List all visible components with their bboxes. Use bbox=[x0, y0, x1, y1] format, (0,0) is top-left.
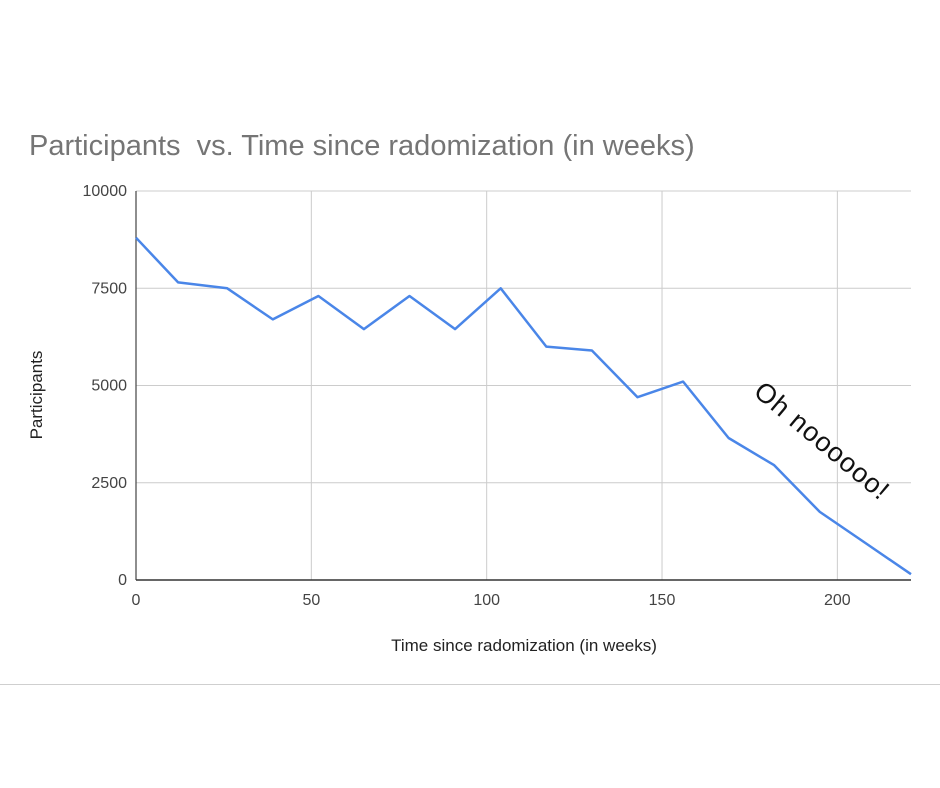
gridlines bbox=[136, 190, 911, 580]
x-tick-labels: 0 50 100 150 200 bbox=[132, 592, 851, 609]
divider bbox=[0, 684, 940, 685]
axes bbox=[135, 191, 911, 581]
x-tick-label: 0 bbox=[132, 592, 141, 609]
annotation-oh-no: Oh noooooo! bbox=[748, 376, 895, 506]
series-layer bbox=[135, 236, 912, 576]
series-line bbox=[135, 236, 912, 576]
y-axis-label: Participants bbox=[27, 351, 46, 440]
x-tick-label: 200 bbox=[824, 592, 851, 609]
y-tick-label: 7500 bbox=[91, 280, 127, 297]
y-tick-label: 10000 bbox=[83, 183, 128, 200]
y-tick-labels: 0 2500 5000 7500 10000 bbox=[83, 183, 128, 589]
x-tick-label: 100 bbox=[473, 592, 500, 609]
y-tick-label: 0 bbox=[118, 572, 127, 589]
y-tick-label: 5000 bbox=[91, 378, 127, 395]
x-tick-label: 150 bbox=[649, 592, 676, 609]
x-axis-label: Time since radomization (in weeks) bbox=[391, 636, 657, 655]
y-tick-label: 2500 bbox=[91, 475, 127, 492]
x-tick-label: 50 bbox=[302, 592, 320, 609]
chart-title: Participants vs. Time since radomization… bbox=[29, 130, 695, 162]
